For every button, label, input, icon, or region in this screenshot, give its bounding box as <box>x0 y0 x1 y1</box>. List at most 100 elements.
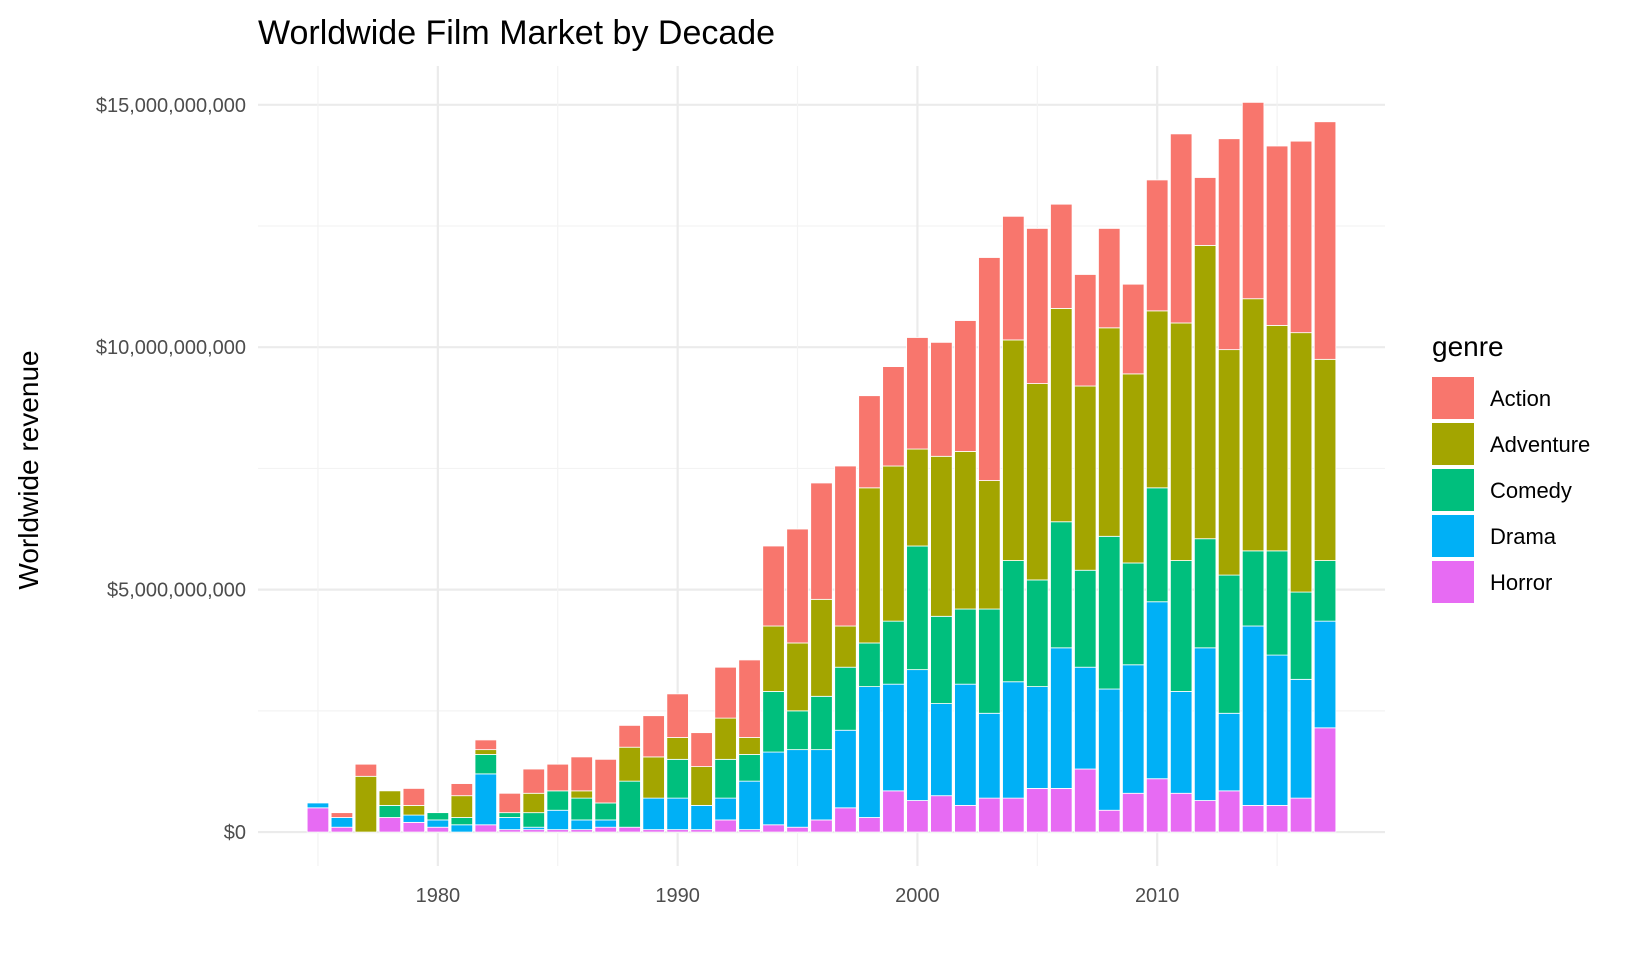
bar-adventure-2011 <box>1169 322 1193 561</box>
y-tick-label: $10,000,000,000 <box>96 337 246 359</box>
bar-adventure-1993 <box>738 737 761 755</box>
bar-drama-1994 <box>762 751 785 826</box>
bar-adventure-2010 <box>1146 310 1169 489</box>
bar-drama-2005 <box>1026 686 1049 789</box>
bar-horror-2000 <box>906 800 929 833</box>
bar-adventure-2016 <box>1289 332 1313 593</box>
y-tick-label: $15,000,000,000 <box>96 95 246 117</box>
bar-action-1990 <box>666 693 689 738</box>
bar-action-1993 <box>738 659 761 738</box>
bar-adventure-2002 <box>954 451 977 610</box>
bar-adventure-2014 <box>1241 298 1265 552</box>
bar-action-1985 <box>546 763 569 792</box>
bar-horror-1978 <box>378 817 402 833</box>
x-tick-label: 1980 <box>416 885 461 907</box>
bar-adventure-1991 <box>690 766 713 806</box>
bar-action-2006 <box>1050 203 1073 309</box>
bar-action-2008 <box>1098 228 1121 329</box>
bar-adventure-1982 <box>474 749 497 755</box>
bar-action-1999 <box>882 366 905 467</box>
legend-swatch-horror <box>1432 561 1474 603</box>
bar-drama-2016 <box>1289 678 1313 799</box>
bar-action-2001 <box>930 341 953 457</box>
bar-adventure-2005 <box>1026 383 1049 581</box>
bar-adventure-1990 <box>666 737 689 760</box>
bar-drama-1990 <box>666 797 689 831</box>
bar-action-1997 <box>834 465 857 627</box>
bar-adventure-2000 <box>906 448 929 547</box>
bars <box>306 101 1337 833</box>
x-axis-ticks: 1980 1990 2000 2010 <box>416 885 1180 907</box>
bar-horror-2015 <box>1265 804 1289 833</box>
bar-adventure-2003 <box>978 480 1001 610</box>
bar-comedy-1984 <box>522 812 545 828</box>
bar-action-1984 <box>522 768 545 794</box>
bar-comedy-1985 <box>546 790 569 811</box>
legend-label-comedy: Comedy <box>1490 478 1572 503</box>
bar-horror-1987 <box>594 826 617 833</box>
bar-drama-1976 <box>330 817 354 828</box>
bar-horror-2007 <box>1074 768 1097 833</box>
bar-action-2017 <box>1313 121 1337 360</box>
bar-comedy-1981 <box>450 817 474 826</box>
bar-action-2004 <box>1002 215 1025 341</box>
bar-comedy-2013 <box>1217 574 1241 714</box>
bar-adventure-2015 <box>1265 324 1289 552</box>
bar-comedy-1980 <box>426 812 450 821</box>
bar-drama-2013 <box>1217 712 1241 792</box>
bar-action-1983 <box>498 792 521 814</box>
bar-comedy-2003 <box>978 608 1001 714</box>
bar-action-1991 <box>690 732 713 768</box>
bar-horror-1994 <box>762 824 785 833</box>
bar-adventure-2008 <box>1098 327 1121 537</box>
bar-drama-2006 <box>1050 647 1073 789</box>
bar-comedy-2002 <box>954 608 977 685</box>
bar-drama-1975 <box>306 802 330 809</box>
bar-horror-1995 <box>786 826 809 833</box>
bar-adventure-2001 <box>930 455 953 617</box>
legend: genre Action Adventure Comedy Drama Horror <box>1432 331 1590 603</box>
bar-action-2005 <box>1026 228 1049 384</box>
bar-action-1986 <box>570 756 593 792</box>
bar-comedy-1993 <box>738 754 761 782</box>
bar-adventure-1986 <box>570 790 593 799</box>
bar-drama-1996 <box>810 749 833 821</box>
bar-horror-2004 <box>1002 797 1025 833</box>
bar-horror-1980 <box>426 826 450 833</box>
bar-adventure-1978 <box>378 790 402 806</box>
bar-action-2010 <box>1146 179 1169 312</box>
bar-comedy-1992 <box>714 758 737 799</box>
bar-action-2016 <box>1289 140 1313 334</box>
bar-comedy-2010 <box>1146 487 1169 603</box>
bar-comedy-2014 <box>1241 550 1265 627</box>
bar-action-1996 <box>810 482 833 600</box>
bar-horror-2013 <box>1217 790 1241 833</box>
bar-action-1994 <box>762 545 785 627</box>
bar-horror-1999 <box>882 790 905 833</box>
bar-drama-1989 <box>642 797 665 831</box>
bar-drama-1982 <box>474 773 497 826</box>
legend-label-adventure: Adventure <box>1490 432 1590 457</box>
bar-comedy-2016 <box>1289 591 1313 680</box>
bar-comedy-1994 <box>762 691 785 753</box>
bar-horror-2002 <box>954 804 977 833</box>
bar-comedy-1986 <box>570 797 593 821</box>
bar-comedy-1996 <box>810 695 833 751</box>
bar-adventure-2007 <box>1074 385 1097 571</box>
bar-comedy-2001 <box>930 615 953 704</box>
bar-action-2012 <box>1193 177 1217 246</box>
bar-action-1977 <box>354 763 378 777</box>
bar-drama-1997 <box>834 729 857 809</box>
bar-adventure-2013 <box>1217 349 1241 576</box>
bar-adventure-1977 <box>354 775 378 833</box>
bar-drama-1981 <box>450 824 474 833</box>
bar-action-1988 <box>618 724 641 748</box>
bar-drama-1980 <box>426 819 450 828</box>
bar-horror-2016 <box>1289 797 1313 833</box>
bar-drama-2007 <box>1074 666 1097 770</box>
x-tick-label: 2010 <box>1135 885 1180 907</box>
bar-adventure-2009 <box>1122 373 1145 564</box>
bar-comedy-2015 <box>1265 550 1289 656</box>
legend-swatch-drama <box>1432 515 1474 557</box>
bar-adventure-1997 <box>834 625 857 668</box>
